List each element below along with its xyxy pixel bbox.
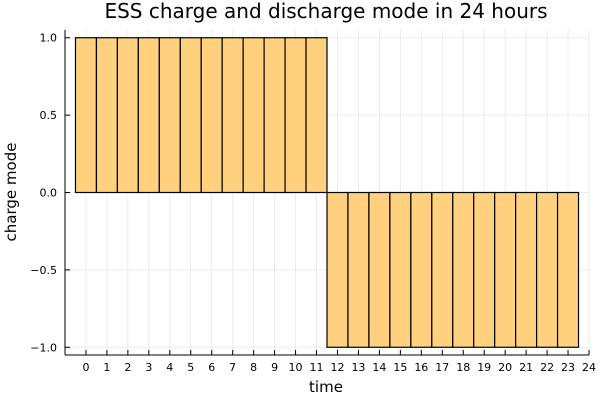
x-tick-label: 13 — [351, 361, 365, 374]
x-tick-label: 3 — [145, 361, 152, 374]
x-tick-label: 16 — [414, 361, 428, 374]
bar-13 — [347, 191, 370, 348]
x-tick-label: 7 — [229, 361, 236, 374]
bar-7 — [221, 37, 244, 194]
bar-18 — [452, 191, 475, 348]
x-tick-label: 21 — [519, 361, 533, 374]
x-tick-label: 9 — [271, 361, 278, 374]
x-tick-label: 6 — [208, 361, 215, 374]
x-tick-label: 8 — [250, 361, 257, 374]
x-tick-label: 24 — [582, 361, 596, 374]
bar-3 — [137, 37, 160, 194]
bar-23 — [556, 191, 580, 348]
bar-14 — [368, 191, 391, 348]
x-tick-label: 14 — [372, 361, 386, 374]
bar-10 — [284, 37, 307, 194]
x-tick-label: 12 — [330, 361, 344, 374]
x-tick-label: 19 — [477, 361, 491, 374]
x-tick-label: 18 — [456, 361, 470, 374]
x-tick-label: 2 — [124, 361, 131, 374]
y-tick-label: 1.0 — [40, 32, 58, 45]
x-tick-label: 15 — [393, 361, 407, 374]
x-tick-label: 22 — [540, 361, 554, 374]
y-tick-label: 0.5 — [40, 109, 58, 122]
bar-11 — [305, 37, 328, 194]
y-axis-label: charge mode — [2, 143, 20, 242]
bar-12 — [326, 191, 349, 348]
chart-title: ESS charge and discharge mode in 24 hour… — [104, 0, 547, 23]
bar-1 — [95, 37, 119, 194]
x-tick-label: 4 — [166, 361, 173, 374]
bar-6 — [200, 37, 223, 194]
x-tick-label: 11 — [310, 361, 324, 374]
bar-22 — [535, 191, 559, 348]
bar-9 — [263, 37, 286, 194]
bars — [74, 37, 580, 348]
x-tick-label: 5 — [187, 361, 194, 374]
bar-19 — [473, 191, 496, 348]
y-tick-label: −1.0 — [30, 341, 57, 354]
bar-17 — [431, 191, 454, 348]
bar-21 — [515, 191, 538, 348]
x-tick-label: 0 — [82, 361, 89, 374]
x-tick-label: 23 — [561, 361, 575, 374]
x-tick-label: 1 — [103, 361, 110, 374]
bar-15 — [389, 191, 412, 348]
bar-0 — [74, 37, 98, 194]
bar-16 — [410, 191, 433, 348]
bar-20 — [494, 191, 517, 348]
bar-5 — [179, 37, 202, 194]
x-tick-label: 17 — [435, 361, 449, 374]
y-tick-label: −0.5 — [30, 264, 57, 277]
x-tick-label: 10 — [289, 361, 303, 374]
x-axis-label: time — [309, 378, 343, 396]
x-tick-label: 20 — [498, 361, 512, 374]
bar-2 — [116, 37, 139, 194]
ticks: 0 1 2 3 4 5 6 7 8 9 10 11 12 13 14 15 16 17 18 19 20 21 22 23 24… — [30, 32, 596, 374]
y-tick-label: 0.0 — [40, 187, 58, 200]
bar-4 — [158, 37, 181, 194]
bar-8 — [242, 37, 265, 194]
